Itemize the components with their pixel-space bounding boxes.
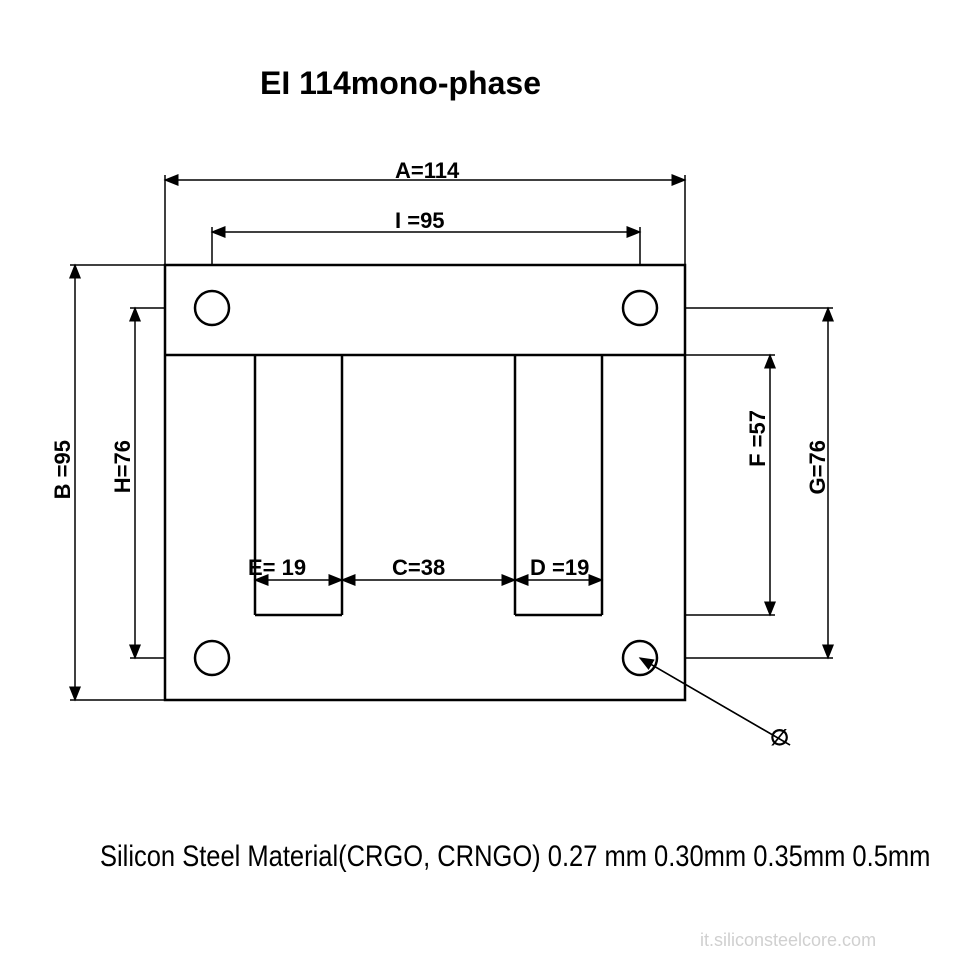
- dim-D: D =19: [530, 555, 589, 581]
- dim-B: B =95: [50, 440, 76, 499]
- dim-H: H=76: [110, 440, 136, 493]
- material-footer: Silicon Steel Material(CRGO, CRNGO) 0.27…: [100, 840, 930, 874]
- dim-F: F =57: [745, 410, 771, 467]
- dim-A: A=114: [395, 158, 459, 184]
- dim-I: I =95: [395, 208, 445, 234]
- dim-C: C=38: [392, 555, 445, 581]
- diagram-title: EI 114mono-phase: [260, 65, 541, 102]
- dim-G: G=76: [805, 440, 831, 494]
- watermark: it.siliconsteelcore.com: [700, 930, 876, 951]
- dim-phi: ∅: [770, 725, 789, 751]
- dim-E: E= 19: [248, 555, 306, 581]
